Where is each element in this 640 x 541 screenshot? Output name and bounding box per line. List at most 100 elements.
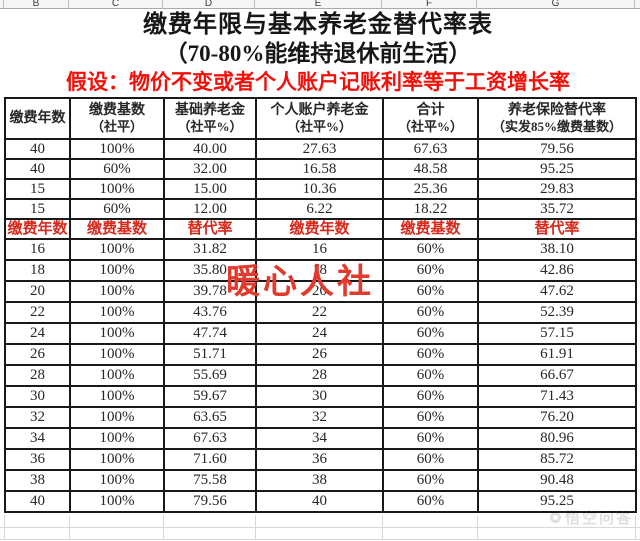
empty-cell[interactable] [0,527,5,540]
cell[interactable]: 38.10 [477,238,637,261]
empty-cell[interactable] [0,515,5,528]
sub-header-cell[interactable]: 缴费年数 [255,218,384,240]
cell[interactable]: 71.43 [477,385,637,408]
cell[interactable]: 61.91 [477,343,637,366]
cell[interactable]: 43.76 [163,301,257,324]
cell[interactable]: 40 [255,490,384,513]
cell[interactable]: 51.71 [163,343,257,366]
cell[interactable]: 34 [4,427,71,450]
cell[interactable]: 26 [4,343,71,366]
cell[interactable]: 79.56 [163,490,257,513]
cell[interactable]: 100% [69,364,165,387]
empty-cell[interactable] [69,515,164,528]
cell[interactable]: 47.74 [163,322,257,345]
cell[interactable]: 79.56 [477,138,637,160]
cell[interactable]: 95.25 [477,158,637,180]
cell[interactable]: 36 [4,448,71,471]
column-header-D[interactable]: D [163,0,255,9]
cell[interactable]: 100% [69,322,165,345]
cell[interactable]: 32 [4,406,71,429]
empty-cell[interactable] [255,515,383,528]
cell[interactable]: 22 [255,301,384,324]
column-header-C[interactable]: C [69,0,163,9]
cell[interactable]: 35.72 [477,198,637,220]
cell[interactable]: 60% [382,490,479,513]
cell[interactable]: 100% [69,343,165,366]
cell[interactable]: 16.58 [255,158,384,180]
column-header-cell[interactable]: 合计 （社平%） [382,97,479,140]
cell[interactable]: 16 [4,238,71,261]
cell[interactable]: 76.20 [477,406,637,429]
cell[interactable]: 100% [69,280,165,303]
cell[interactable]: 6.22 [255,198,384,220]
cell[interactable]: 27.63 [255,138,384,160]
sub-header-cell[interactable]: 缴费基数 [69,218,165,240]
column-header-F[interactable]: F [382,0,477,9]
cell[interactable]: 40 [4,138,71,160]
cell[interactable]: 31.82 [163,238,257,261]
cell[interactable]: 60% [382,385,479,408]
cell[interactable]: 60% [382,448,479,471]
empty-cell[interactable] [382,527,478,540]
cell[interactable]: 29.83 [477,178,637,200]
cell[interactable]: 42.86 [477,259,637,282]
cell[interactable]: 100% [69,406,165,429]
cell[interactable]: 24 [4,322,71,345]
cell[interactable]: 39.78 [163,280,257,303]
cell[interactable]: 100% [69,448,165,471]
cell[interactable]: 85.72 [477,448,637,471]
cell[interactable]: 34 [255,427,384,450]
cell[interactable]: 22 [4,301,71,324]
cell[interactable]: 67.63 [163,427,257,450]
cell[interactable]: 71.60 [163,448,257,471]
sub-header-cell[interactable]: 缴费基数 [382,218,479,240]
empty-cell[interactable] [69,527,164,540]
cell[interactable]: 24 [255,322,384,345]
cell[interactable]: 100% [69,385,165,408]
cell[interactable]: 57.15 [477,322,637,345]
cell[interactable]: 66.67 [477,364,637,387]
column-header-cell[interactable]: 缴费基数 （社平） [69,97,165,140]
cell[interactable]: 60% [382,301,479,324]
cell[interactable]: 100% [69,427,165,450]
cell[interactable]: 52.39 [477,301,637,324]
cell[interactable]: 60% [382,238,479,261]
cell[interactable]: 12.00 [163,198,257,220]
cell[interactable]: 60% [382,343,479,366]
cell[interactable]: 60% [382,322,479,345]
column-header-cell[interactable]: 个人账户养老金 （社平%） [255,97,384,140]
empty-cell[interactable] [477,527,636,540]
cell[interactable]: 30 [4,385,71,408]
column-header-E[interactable]: E [255,0,382,9]
sub-header-cell[interactable]: 替代率 [163,218,257,240]
cell[interactable]: 30 [255,385,384,408]
cell[interactable]: 18 [4,259,71,282]
empty-cell[interactable] [163,527,256,540]
cell[interactable]: 16 [255,238,384,261]
cell[interactable]: 15 [4,198,71,220]
cell[interactable]: 67.63 [382,138,479,160]
cell[interactable]: 60% [382,427,479,450]
cell[interactable]: 60% [382,280,479,303]
cell[interactable]: 36 [255,448,384,471]
cell[interactable]: 10.36 [255,178,384,200]
cell[interactable]: 48.58 [382,158,479,180]
cell[interactable]: 47.62 [477,280,637,303]
cell[interactable]: 60% [69,198,165,220]
empty-cell[interactable] [4,515,70,528]
cell[interactable]: 63.65 [163,406,257,429]
cell[interactable]: 15 [4,178,71,200]
cell[interactable]: 26 [255,343,384,366]
empty-cell[interactable] [635,527,640,540]
cell[interactable]: 100% [69,178,165,200]
cell[interactable]: 38 [4,469,71,492]
cell[interactable]: 60% [69,158,165,180]
cell[interactable]: 40 [4,490,71,513]
cell[interactable]: 100% [69,238,165,261]
empty-cell[interactable] [163,515,256,528]
column-header-cell[interactable]: 基础养老金 （社平%） [163,97,257,140]
cell[interactable]: 80.96 [477,427,637,450]
cell[interactable]: 75.58 [163,469,257,492]
cell[interactable]: 18 [255,259,384,282]
sub-header-cell[interactable]: 缴费年数 [4,218,71,240]
